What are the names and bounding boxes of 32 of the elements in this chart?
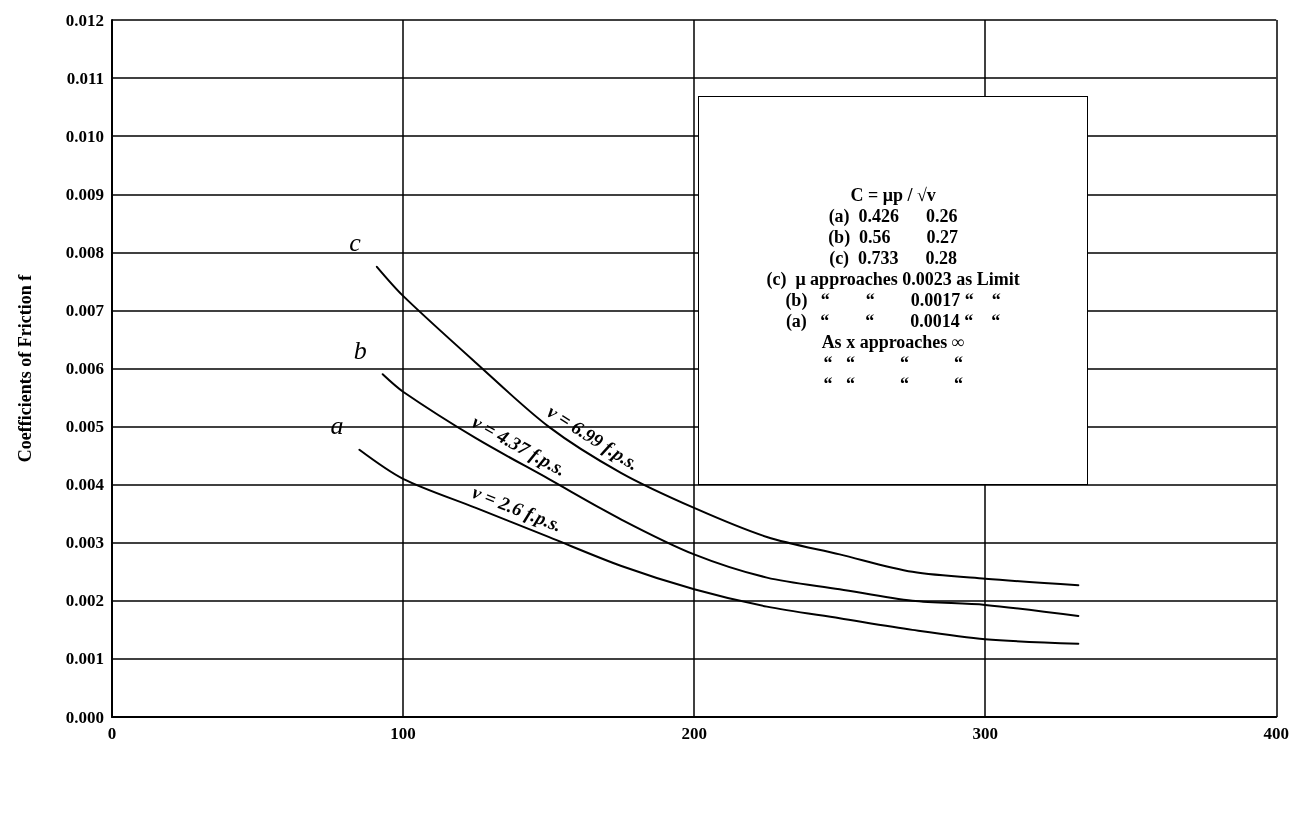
x-tick-label: 200 xyxy=(681,724,707,743)
annotation: C = μp / √v xyxy=(850,185,936,207)
annotation: v = 2.6 f.p.s. xyxy=(469,481,566,537)
y-tick-label: 0.007 xyxy=(65,300,105,320)
y-tick-label: 0.000 xyxy=(65,707,104,727)
annotation: As x approaches ∞ xyxy=(821,332,965,354)
annotation: (a) “ “ 0.0014 “ “ xyxy=(785,311,1001,333)
y-tick-label: 0.001 xyxy=(65,649,104,669)
series-label: c xyxy=(349,228,362,258)
y-tick-label: 0.005 xyxy=(65,417,104,437)
x-tick-label: 100 xyxy=(390,724,416,743)
y-tick-label: 0.010 xyxy=(65,126,104,146)
y-tick-label: 0.012 xyxy=(65,10,104,30)
x-tick-label: 400 xyxy=(1263,724,1289,743)
x-tick-label: 0 xyxy=(107,724,117,743)
annotation: “ “ “ “ xyxy=(823,374,963,396)
annotation: “ “ “ “ xyxy=(823,353,963,375)
annotation: (b) “ “ 0.0017 “ “ xyxy=(785,290,1001,312)
y-axis-title: Coefficients of Friction f xyxy=(15,273,35,463)
y-tick-label: 0.008 xyxy=(65,242,104,262)
y-tick-label: 0.011 xyxy=(66,68,104,88)
annotation: (a) 0.426 0.26 xyxy=(828,206,958,228)
y-tick-label: 0.003 xyxy=(65,533,104,553)
series-label: b xyxy=(353,335,367,365)
x-tick-label: 300 xyxy=(972,724,998,743)
annotation: (b) 0.56 0.27 xyxy=(828,227,959,249)
y-tick-label: 0.002 xyxy=(65,591,104,611)
y-tick-label: 0.004 xyxy=(65,475,105,495)
y-tick-label: 0.006 xyxy=(65,359,104,378)
y-tick-label: 0.009 xyxy=(65,184,104,204)
annotation: (c) 0.733 0.28 xyxy=(829,248,958,270)
annotation: (c) μ approaches 0.0023 as Limit xyxy=(766,269,1020,291)
